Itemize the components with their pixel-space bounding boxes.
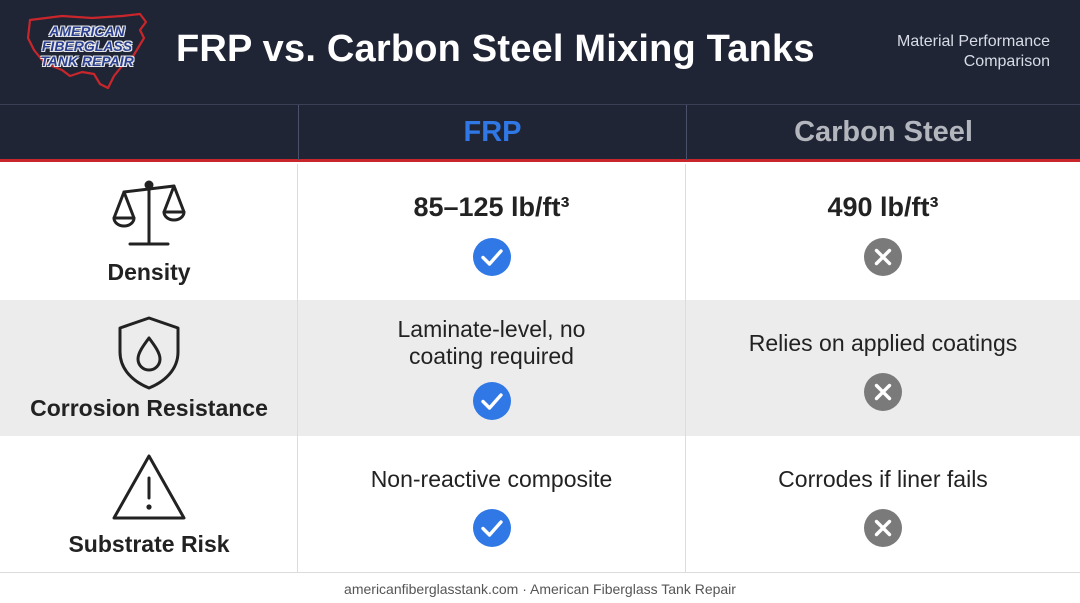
frp-cell: Non-reactive composite xyxy=(298,436,686,572)
criterion-label: Corrosion Resistance xyxy=(30,395,268,421)
header-bar: American Fiberglass Tank Repair FRP vs. … xyxy=(0,0,1080,104)
criterion-cell: Substrate Risk xyxy=(0,436,298,572)
check-icon xyxy=(472,509,511,547)
criterion-label: Density xyxy=(107,259,191,285)
carbon-steel-cell: Corrodes if liner fails xyxy=(686,436,1080,572)
logo-line-3: Tank Repair xyxy=(40,53,134,69)
column-header-criteria xyxy=(0,105,298,160)
carbon-steel-value: Corrodes if liner fails xyxy=(778,466,988,492)
x-icon xyxy=(864,509,902,547)
x-icon xyxy=(864,373,902,411)
shield-drop-icon xyxy=(118,316,180,390)
column-header-row: FRP Carbon Steel xyxy=(0,104,1080,162)
company-logo: American Fiberglass Tank Repair xyxy=(22,10,152,94)
x-icon xyxy=(864,238,902,276)
page-subtitle: Material Performance Comparison xyxy=(897,33,1050,70)
frp-value: 85–125 lb/ft³ xyxy=(413,192,570,222)
frp-cell: Laminate-level, no coating required xyxy=(298,300,686,436)
carbon-steel-value: 490 lb/ft³ xyxy=(827,192,939,222)
footer-credit: americanfiberglasstank.com · American Fi… xyxy=(0,572,1080,603)
table-row-density: Density 85–125 lb/ft³ 490 lb/ft³ xyxy=(0,164,1080,300)
carbon-steel-cell: Relies on applied coatings xyxy=(686,300,1080,436)
logo-line-2: Fiberglass xyxy=(41,38,133,54)
criterion-cell: Corrosion Resistance xyxy=(0,300,298,436)
criterion-cell: Density xyxy=(0,164,298,300)
criterion-label: Substrate Risk xyxy=(68,531,230,557)
check-icon xyxy=(472,382,511,420)
logo-text: American Fiberglass Tank Repair xyxy=(28,24,146,69)
page-title: FRP vs. Carbon Steel Mixing Tanks xyxy=(176,28,815,70)
scale-icon xyxy=(112,180,186,246)
frp-value: Non-reactive composite xyxy=(370,466,613,492)
table-row-corrosion-resistance: Corrosion Resistance Laminate-level, no … xyxy=(0,300,1080,436)
usa-map-icon xyxy=(26,12,148,90)
frp-value: Laminate-level, no coating required xyxy=(397,316,586,369)
warning-icon xyxy=(112,454,186,520)
column-header-frp: FRP xyxy=(298,105,686,160)
check-icon xyxy=(472,238,511,276)
frp-cell: 85–125 lb/ft³ xyxy=(298,164,686,300)
table-row-substrate-risk: Substrate Risk Non-reactive composite Co… xyxy=(0,436,1080,572)
logo-line-1: American xyxy=(49,23,125,39)
carbon-steel-value: Relies on applied coatings xyxy=(748,330,1018,356)
carbon-steel-cell: 490 lb/ft³ xyxy=(686,164,1080,300)
column-header-carbon-steel: Carbon Steel xyxy=(686,105,1080,160)
